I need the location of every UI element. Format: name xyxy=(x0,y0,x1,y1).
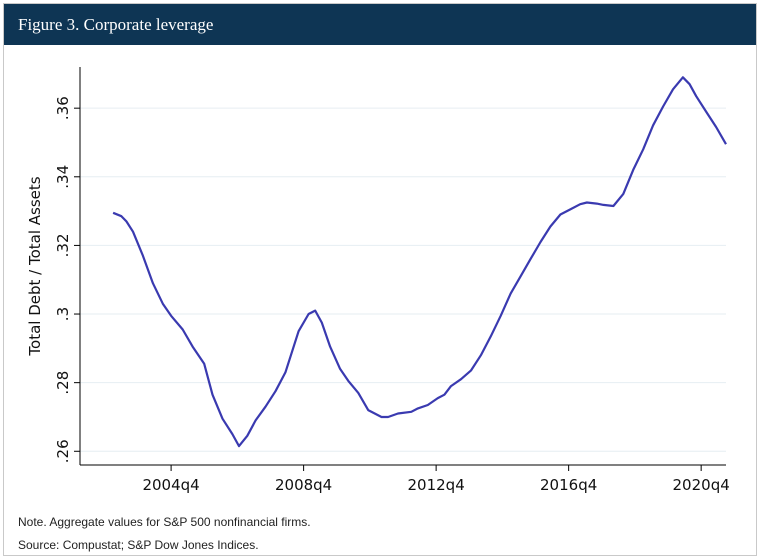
y-tick-label: .28 xyxy=(54,371,72,395)
x-tick-label: 2004q4 xyxy=(142,476,199,494)
y-tick-label: .34 xyxy=(54,165,72,189)
note-text: Note. Aggregate values for S&P 500 nonfi… xyxy=(18,515,311,529)
y-ticks: .26 .28 .3 .32 .34 .36 xyxy=(54,96,80,463)
y-tick-label: .26 xyxy=(54,439,72,463)
source-text: Source: Compustat; S&P Dow Jones Indices… xyxy=(18,538,259,552)
x-ticks: 2004q4 2008q4 2012q4 2016q4 2020q4 xyxy=(142,465,730,494)
y-tick-label: .32 xyxy=(54,233,72,257)
gridlines xyxy=(80,107,726,452)
y-axis-label: Total Debt / Total Assets xyxy=(26,176,44,356)
x-tick-label: 2020q4 xyxy=(673,476,730,494)
figure-title: Figure 3. Corporate leverage xyxy=(18,15,214,34)
y-tick-label: .3 xyxy=(54,307,72,321)
x-tick-label: 2012q4 xyxy=(408,476,465,494)
x-tick-label: 2008q4 xyxy=(275,476,332,494)
figure-title-bar: Figure 3. Corporate leverage xyxy=(4,4,756,45)
series-line xyxy=(112,76,727,448)
figure-frame xyxy=(3,3,757,556)
x-tick-label: 2016q4 xyxy=(540,476,597,494)
y-tick-label: .36 xyxy=(54,96,72,120)
line-chart: .26 .28 .3 .32 .34 .36 2004q4 2008q4 2012q4 2016… xyxy=(26,67,730,494)
